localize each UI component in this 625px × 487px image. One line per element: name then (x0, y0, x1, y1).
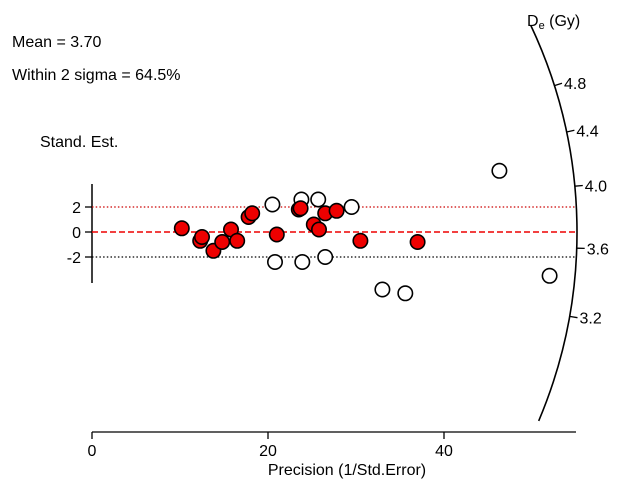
de-axis-title-subscript: e (539, 20, 545, 32)
data-point-within (194, 229, 211, 246)
data-point-within (310, 221, 327, 238)
data-point-outside (264, 196, 281, 213)
within-sigma-text: Within 2 sigma = 64.5% (12, 67, 181, 84)
de-tick (566, 129, 575, 133)
x-axis-title: Precision (1/Std.Error) (268, 462, 426, 479)
data-point-within (173, 220, 190, 237)
data-point-outside (491, 162, 508, 179)
x-tick-label: 40 (435, 443, 453, 460)
z-tick-label: 0 (72, 225, 81, 242)
mean-text: Mean = 3.70 (12, 34, 102, 51)
data-point-within (214, 234, 231, 251)
de-tick-label: 3.6 (587, 241, 609, 258)
de-tick (554, 82, 563, 87)
x-tick-label: 0 (88, 443, 97, 460)
de-tick (574, 184, 583, 187)
data-point-outside (310, 191, 327, 208)
de-tick (569, 315, 578, 319)
z-tick-label: 2 (72, 200, 81, 217)
data-point-outside (343, 199, 360, 216)
data-point-outside (541, 267, 558, 284)
data-points-layer (173, 162, 558, 302)
de-axis-title: De (Gy) (527, 13, 580, 32)
data-point-outside (317, 249, 334, 266)
data-point-outside (374, 281, 391, 298)
z-tick-label: -2 (67, 250, 81, 267)
data-point-within (352, 232, 369, 249)
data-point-within (328, 202, 345, 219)
data-point-outside (266, 254, 283, 271)
de-arc (530, 25, 578, 422)
data-point-within (409, 234, 426, 251)
z-axis-title: Stand. Est. (40, 134, 118, 151)
de-axis-title-unit: (Gy) (545, 13, 581, 30)
de-tick-label: 3.2 (580, 311, 602, 328)
data-point-within (292, 200, 309, 217)
x-tick-label: 20 (259, 443, 277, 460)
data-point-outside (294, 254, 311, 271)
de-tick-label: 4.0 (585, 179, 607, 196)
data-point-within (268, 226, 285, 243)
de-tick-label: 4.8 (564, 76, 586, 93)
data-point-within (244, 205, 261, 222)
de-axis-title-main: D (527, 13, 539, 30)
data-point-outside (397, 285, 414, 302)
de-tick-label: 4.4 (576, 123, 598, 140)
data-point-within (229, 232, 246, 249)
